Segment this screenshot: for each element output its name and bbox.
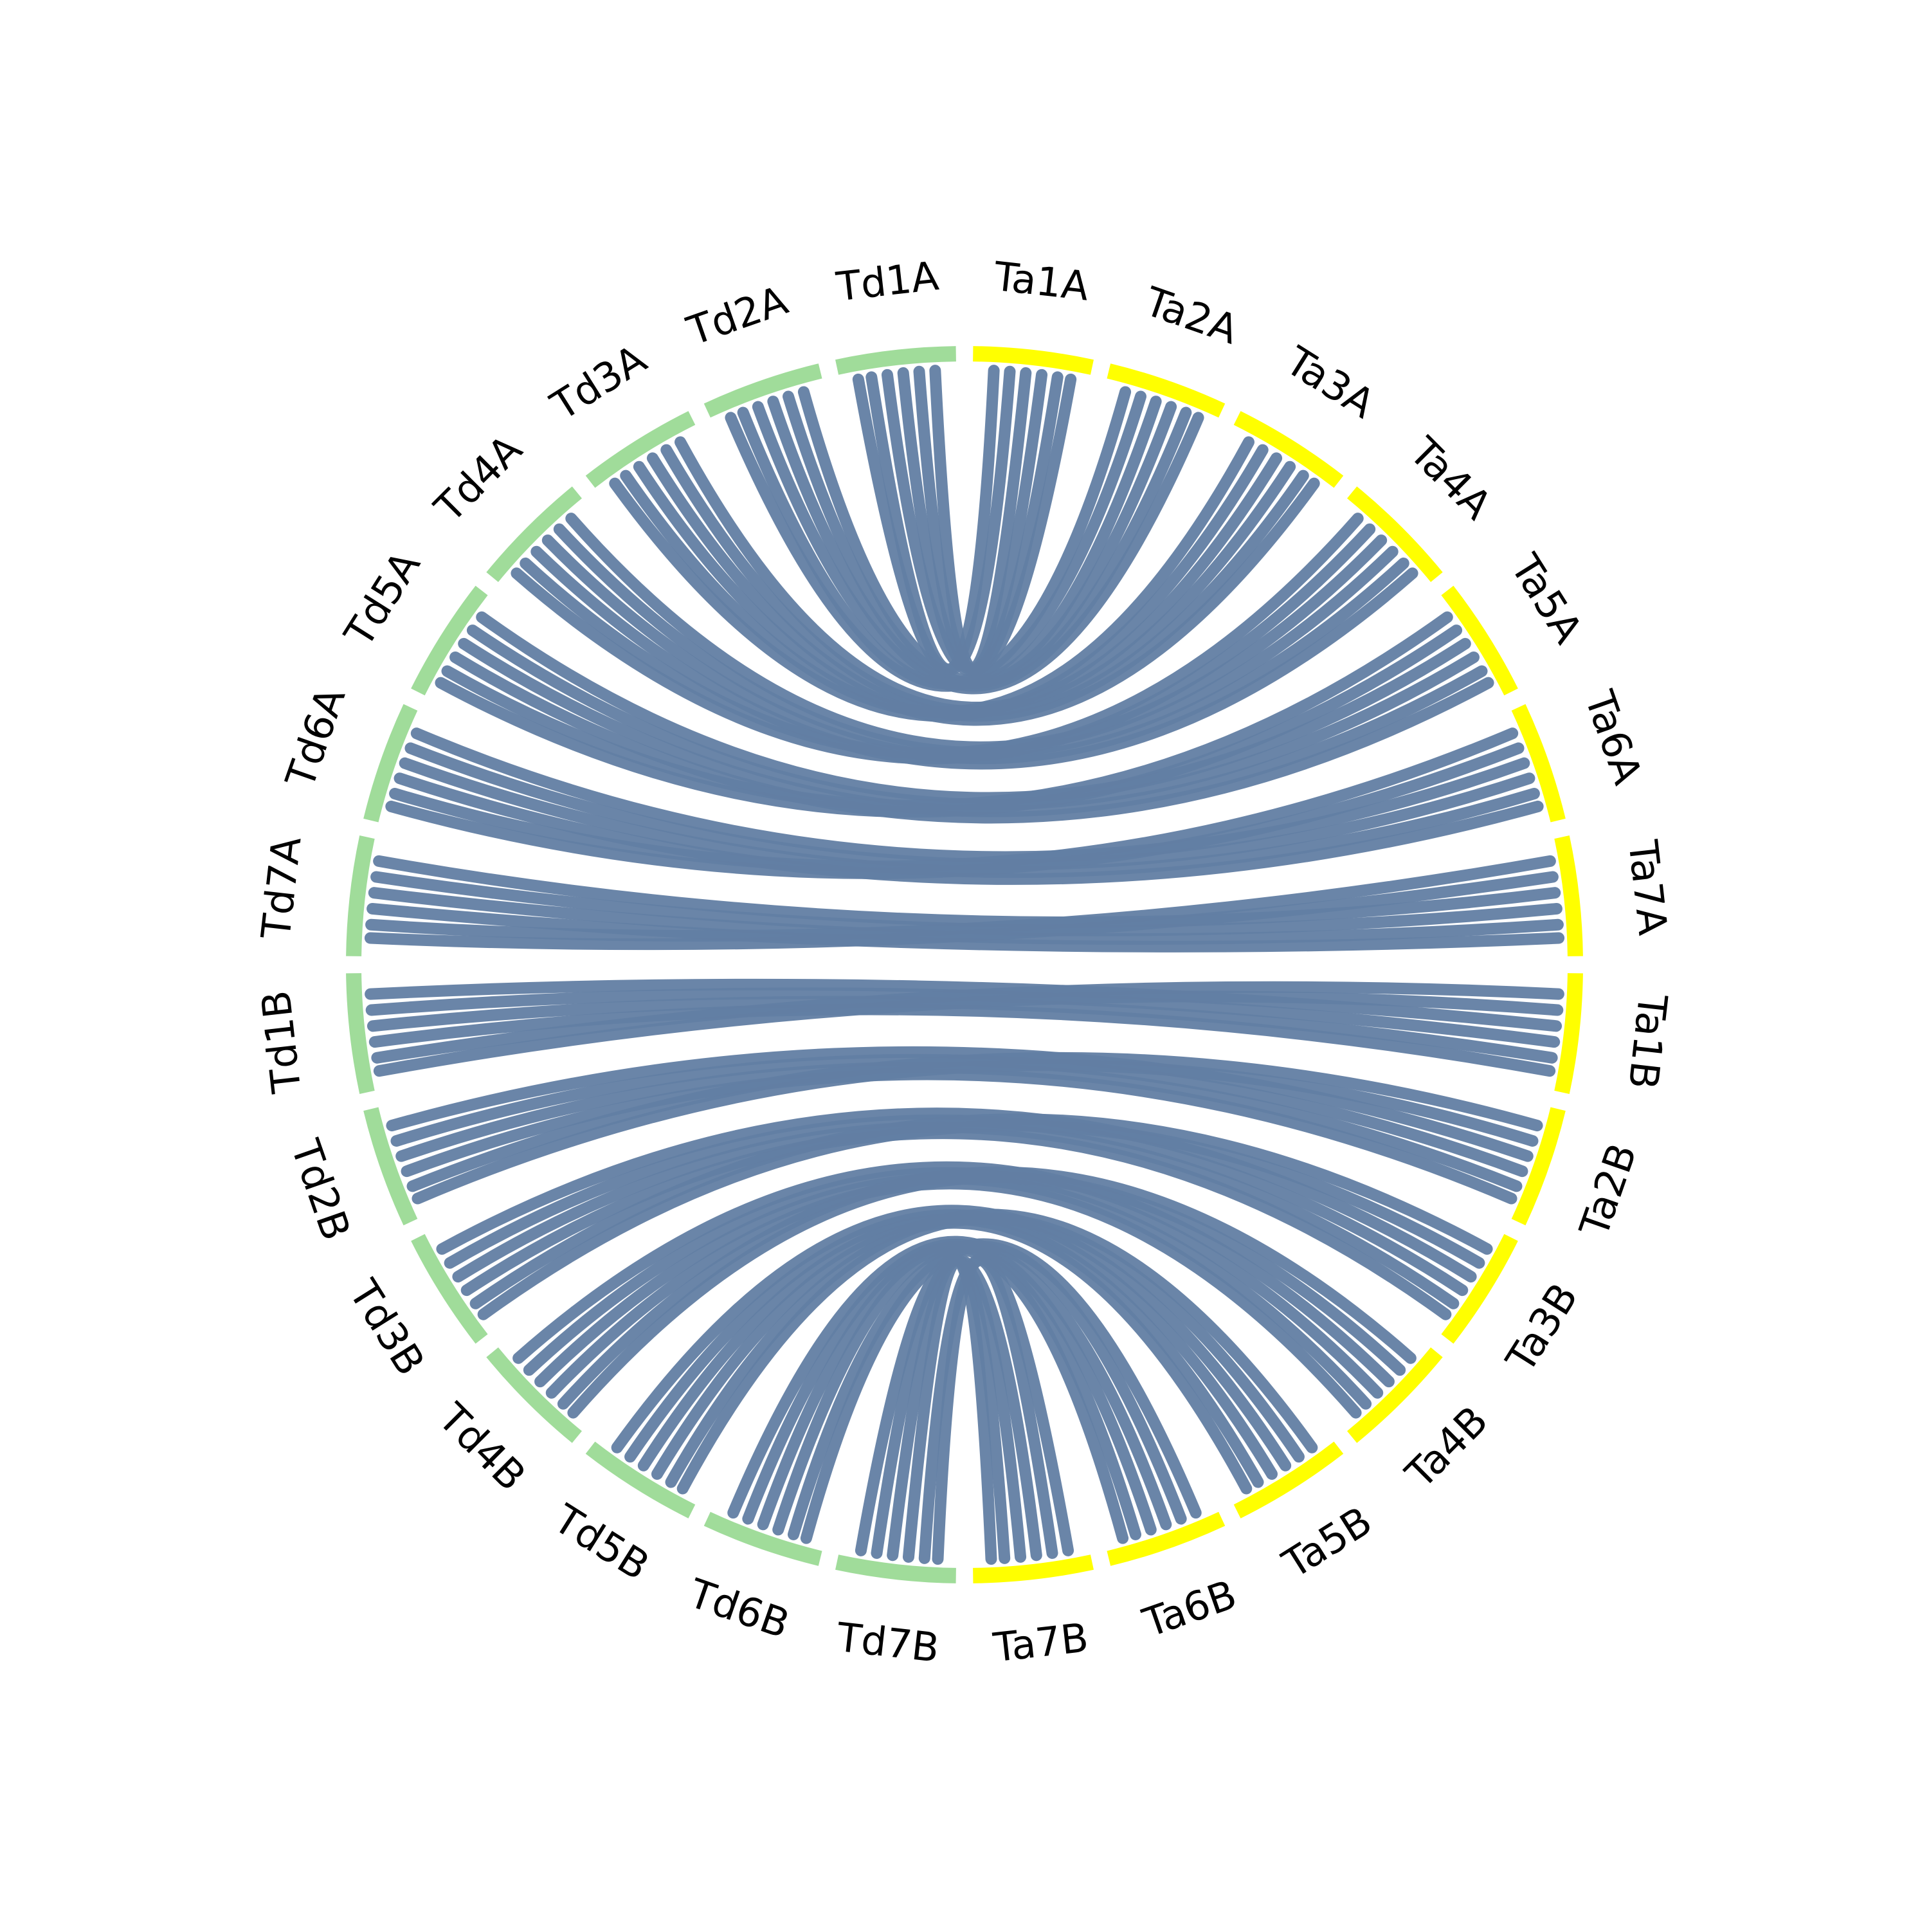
link bbox=[932, 1254, 1058, 1565]
sector-arc bbox=[585, 411, 696, 488]
link bbox=[386, 1046, 1534, 1162]
sector-label: Td4A bbox=[425, 426, 531, 532]
link bbox=[511, 523, 1376, 765]
link bbox=[676, 1212, 1305, 1495]
sector-arc bbox=[363, 704, 418, 823]
link bbox=[406, 1052, 1543, 1192]
sector-label: Ta2A bbox=[1139, 277, 1244, 353]
sector-arc bbox=[1511, 704, 1566, 823]
sector-label: Ta6A bbox=[1575, 684, 1651, 790]
sector-label: Td3A bbox=[542, 335, 654, 430]
sector-arc bbox=[411, 585, 488, 696]
sector-label: Ta7A bbox=[1619, 837, 1676, 938]
sector-label: Ta3A bbox=[1277, 337, 1383, 428]
sector-label: Ta7B bbox=[990, 1614, 1091, 1671]
link bbox=[364, 871, 1559, 951]
sector-arc bbox=[363, 1107, 418, 1226]
sector-arc bbox=[1233, 411, 1344, 488]
sector-arc bbox=[486, 1347, 582, 1443]
sector-label: Td4B bbox=[429, 1394, 535, 1500]
sector-arc bbox=[1441, 1234, 1518, 1344]
sector-label: Td3B bbox=[340, 1271, 434, 1383]
sector-arc bbox=[973, 1554, 1094, 1583]
link bbox=[365, 855, 1556, 942]
sector-label: Ta5B bbox=[1274, 1497, 1381, 1588]
sector-label: Td1A bbox=[833, 252, 941, 310]
sector-arc bbox=[835, 346, 956, 375]
link bbox=[477, 1120, 1485, 1320]
sector-label: Ta3B bbox=[1496, 1275, 1587, 1381]
link bbox=[800, 1241, 1187, 1544]
sector-arc bbox=[1233, 1441, 1344, 1518]
sector-arc bbox=[1107, 1511, 1226, 1566]
sector-arc bbox=[585, 1441, 696, 1518]
sector-label: Td5B bbox=[545, 1495, 657, 1589]
sector-arc bbox=[346, 973, 375, 1094]
links bbox=[364, 365, 1565, 1565]
link bbox=[530, 545, 1418, 770]
link bbox=[389, 727, 1519, 873]
link bbox=[449, 652, 1494, 824]
link bbox=[367, 902, 1565, 952]
sector-label: Td6B bbox=[683, 1569, 795, 1648]
link bbox=[460, 1127, 1452, 1320]
link bbox=[368, 1003, 1556, 1077]
sector-label: Td7A bbox=[252, 834, 310, 942]
link bbox=[436, 1107, 1477, 1283]
sector-label: Td2A bbox=[681, 277, 793, 355]
link bbox=[752, 401, 1204, 695]
sector-arc bbox=[973, 346, 1094, 375]
sector-arc bbox=[703, 363, 822, 418]
link bbox=[476, 611, 1471, 804]
sector-arc bbox=[1347, 1347, 1443, 1443]
link bbox=[902, 1255, 997, 1565]
sector-arc bbox=[411, 1234, 488, 1344]
sector-arc bbox=[346, 835, 375, 956]
link bbox=[373, 990, 1564, 1077]
sector-arc bbox=[1511, 1107, 1566, 1226]
sector-label: Ta1B bbox=[1619, 991, 1676, 1091]
sector-arc bbox=[1441, 585, 1518, 696]
sector-label: Ta2B bbox=[1570, 1138, 1646, 1243]
link bbox=[385, 742, 1525, 879]
link bbox=[567, 1172, 1406, 1419]
link bbox=[401, 1068, 1517, 1205]
link bbox=[725, 390, 1146, 692]
link bbox=[469, 1113, 1493, 1309]
sector-label: Td5A bbox=[335, 543, 430, 655]
sector-arc bbox=[1107, 363, 1226, 418]
sector-label: Ta1A bbox=[991, 253, 1091, 310]
sector-arc bbox=[1554, 973, 1583, 1094]
sector-arc bbox=[1347, 486, 1443, 582]
sector-label: Ta4A bbox=[1400, 428, 1501, 529]
sector-arc bbox=[1554, 835, 1583, 956]
sector-label: Td7B bbox=[834, 1614, 941, 1672]
sector-label: Td1B bbox=[252, 989, 310, 1096]
ring bbox=[346, 346, 1583, 1583]
link bbox=[435, 624, 1463, 818]
sector-arc bbox=[835, 1554, 956, 1583]
sector-label: Ta6B bbox=[1137, 1571, 1242, 1646]
link bbox=[609, 444, 1269, 722]
link bbox=[881, 369, 1077, 677]
link bbox=[512, 1161, 1395, 1388]
sector-arc bbox=[703, 1511, 822, 1566]
sector-label: Ta5A bbox=[1501, 545, 1592, 652]
sector-label: Td2B bbox=[282, 1133, 360, 1246]
link bbox=[373, 855, 1561, 928]
link bbox=[441, 611, 1453, 812]
sector-arc bbox=[486, 486, 582, 582]
link bbox=[394, 772, 1544, 885]
link bbox=[410, 727, 1530, 863]
link bbox=[365, 978, 1562, 1032]
link bbox=[633, 460, 1320, 726]
link bbox=[412, 1059, 1539, 1205]
link bbox=[371, 981, 1564, 1064]
sector-label: Ta4B bbox=[1396, 1397, 1497, 1498]
sector-label: Td6A bbox=[276, 682, 355, 794]
